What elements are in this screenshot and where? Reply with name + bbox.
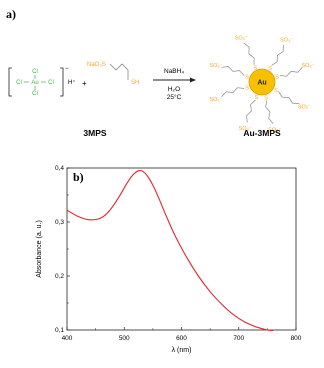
gold-nanoparticle: S SO₃⁻ S SO₃⁻ S SO₃⁻ S SO₃⁻ S SO₃⁻ S SO₃⁻ S SO₃⁻ S SO₃⁻… xyxy=(209,36,314,134)
absorbance-curve xyxy=(66,169,274,332)
thiol-group: SH xyxy=(131,80,139,86)
thiol-name: 3MPS xyxy=(83,128,106,138)
ligand-chain xyxy=(265,100,274,124)
ligand-chain xyxy=(221,66,245,76)
y-tick-label: 0,3 xyxy=(55,219,64,226)
ligand-chain xyxy=(221,87,245,97)
plus-sign: + xyxy=(82,79,87,88)
gold-core xyxy=(248,68,276,96)
reaction-arrow: NaBH₄ H₂O 25°C xyxy=(153,68,196,101)
cl-top: Cl xyxy=(32,69,38,75)
product-name: Au-3MPS xyxy=(243,128,281,138)
x-tick-label: 400 xyxy=(62,335,73,342)
gold-core-label: Au xyxy=(257,80,266,87)
sulfur-atom: S xyxy=(245,86,249,92)
sulfonate-head: NaO₃S xyxy=(87,62,106,68)
counter-cation: H⁺ xyxy=(68,79,76,86)
sulfonate-group: SO₃⁻ xyxy=(301,63,314,69)
sulfonate-group: SO₃⁻ xyxy=(268,127,281,133)
x-tick-label: 700 xyxy=(233,335,244,342)
sulfonate-group: SO₃⁻ xyxy=(235,36,248,42)
ligand-chain xyxy=(279,67,303,77)
y-tick-label: 0,2 xyxy=(55,273,64,280)
sulfur-atom: S xyxy=(255,95,259,101)
y-tick-label: 0,4 xyxy=(55,165,64,172)
x-tick-label: 800 xyxy=(291,335,302,342)
y-axis-label: Absorbance (a. u.) xyxy=(36,220,43,278)
ligand-chain xyxy=(243,42,255,65)
mercaptopropanesulfonate: NaO₃S SH xyxy=(87,62,139,86)
sulfonate-group: SO₃⁻ xyxy=(209,97,222,103)
sulfur-atom: S xyxy=(274,88,278,94)
x-tick-label: 600 xyxy=(176,335,187,342)
right-bracket xyxy=(60,67,64,97)
cl-right: Cl xyxy=(48,80,54,86)
tetrachloroaurate: Cl Cl Au Cl Cl − H⁺ xyxy=(8,66,76,97)
y-tick-label: 0,1 xyxy=(55,327,64,334)
panel-b-label: b) xyxy=(73,170,84,184)
complex-charge: − xyxy=(65,66,69,72)
propyl-chain xyxy=(109,63,129,80)
temperature-label: 25°C xyxy=(167,93,182,101)
reagent-label: NaBH₄ xyxy=(164,68,184,75)
absorbance-chart: b) λ (nm) Absorbance (a. u.) 400 500 600 70… xyxy=(0,160,324,363)
x-tick-label: 500 xyxy=(119,335,130,342)
sulfur-atom: S xyxy=(264,96,268,102)
x-axis-label: λ (nm) xyxy=(172,347,192,354)
reaction-scheme-svg: a) Cl Cl Au Cl Cl − H⁺ + NaO₃S SH xyxy=(6,7,315,138)
sulfur-atom: S xyxy=(245,75,249,81)
ligand-chain xyxy=(271,44,284,66)
cl-bottom: Cl xyxy=(32,91,38,97)
sulfonate-group: SO₃⁻ xyxy=(209,63,222,69)
sulfur-atom: S xyxy=(268,66,272,72)
axis-ticks: 400 500 600 700 800 0,1 0,2 0,3 0,4 xyxy=(55,165,302,342)
cl-left: Cl xyxy=(16,80,22,86)
sulfur-atom: S xyxy=(275,75,279,81)
ligand-chain xyxy=(246,99,256,123)
solvent-label: H₂O xyxy=(168,86,180,93)
au-center: Au xyxy=(31,80,38,86)
reaction-scheme: a) Cl Cl Au Cl Cl − H⁺ + NaO₃S SH xyxy=(0,0,324,160)
sulfonate-group: SO₃⁻ xyxy=(298,105,311,111)
sulfonate-group: SO₃⁻ xyxy=(280,38,293,44)
sulfur-atom: S xyxy=(253,66,257,72)
sulfonate-group: SO₃⁻ xyxy=(239,126,252,132)
ligand-chain xyxy=(278,91,300,104)
chart-svg: b) λ (nm) Absorbance (a. u.) 400 500 600 70… xyxy=(36,165,302,354)
panel-a-label: a) xyxy=(6,7,16,21)
left-bracket xyxy=(8,67,12,97)
